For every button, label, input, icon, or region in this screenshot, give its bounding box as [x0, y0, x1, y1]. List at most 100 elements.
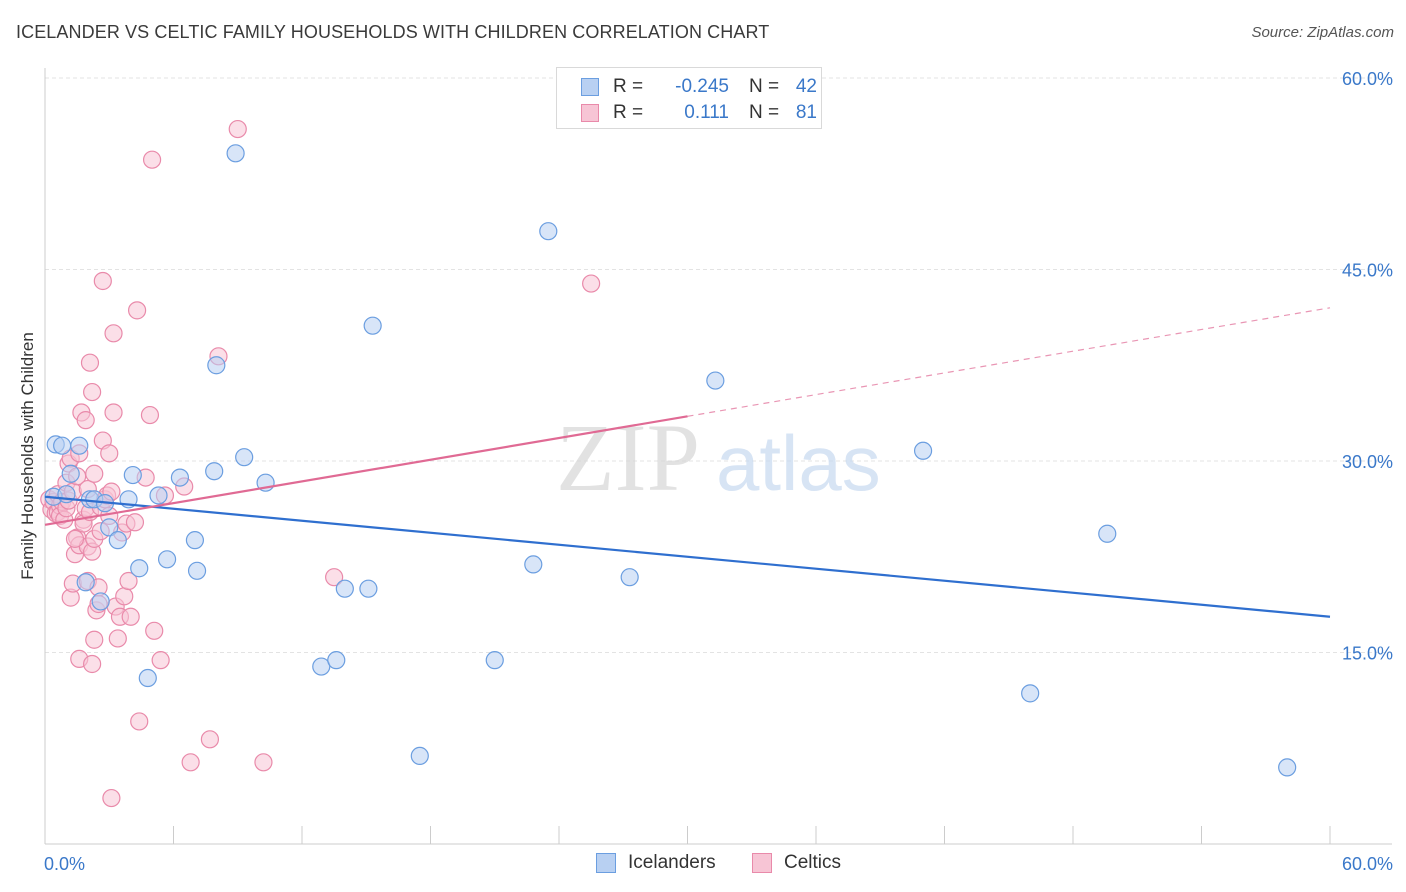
y-tick-label: 60.0% [1342, 69, 1393, 89]
data-point-icelanders [205, 462, 224, 481]
y-tick-label: 15.0% [1342, 644, 1393, 664]
data-point-icelanders [187, 561, 207, 580]
data-point-icelanders [1098, 524, 1117, 543]
data-point-celtics [181, 753, 200, 772]
source-credit: Source: ZipAtlas.com [1251, 24, 1394, 41]
data-point-icelanders [138, 668, 157, 688]
data-point-celtics [142, 150, 162, 169]
data-point-celtics [83, 382, 102, 402]
data-point-icelanders [539, 222, 558, 241]
data-point-celtics [151, 651, 170, 670]
data-point-celtics [200, 730, 220, 749]
grid-lines [45, 77, 1392, 653]
data-point-celtics [254, 753, 273, 772]
data-point-icelanders [123, 465, 142, 485]
data-point-celtics [83, 654, 102, 674]
trend-lines [44, 307, 1331, 618]
data-point-celtics [119, 571, 138, 591]
data-point-icelanders [61, 464, 80, 483]
data-point-icelanders [312, 657, 331, 676]
x-tick-labels: 0.0% 60.0% [44, 854, 1393, 874]
axes [44, 68, 1392, 845]
data-point-celtics [140, 405, 160, 425]
data-point-celtics [145, 621, 164, 640]
chart-title: ICELANDER VS CELTIC FAMILY HOUSEHOLDS WI… [16, 22, 770, 42]
series-legend: Icelanders Celtics [0, 852, 1406, 878]
legend-swatch-pink [752, 853, 772, 873]
data-point-icelanders [108, 531, 127, 550]
x-tick-label: 60.0% [1342, 854, 1393, 874]
data-point-icelanders [913, 441, 933, 460]
legend-swatch-blue [596, 853, 616, 873]
legend-item-icelanders[interactable]: Icelanders [596, 852, 716, 874]
data-point-celtics [65, 529, 85, 548]
data-point-celtics [115, 587, 134, 606]
trend-line-celtics [44, 415, 688, 526]
data-point-celtics [125, 513, 145, 532]
data-point-icelanders [235, 448, 254, 467]
legend-row-celtics: R = 0.111 N = 81 [581, 101, 817, 125]
data-point-icelanders [70, 436, 89, 455]
legend-label-celtics: Celtics [784, 852, 842, 873]
trend-line-icelanders [44, 495, 1331, 618]
data-point-icelanders [1278, 758, 1297, 777]
data-point-celtics [85, 464, 104, 483]
data-point-icelanders [91, 592, 110, 611]
stats-legend: R = -0.245 N = 42 R = 0.111 N = 81 [556, 67, 822, 129]
legend-swatch-pink [581, 104, 599, 122]
legend-r-label: R = [613, 102, 644, 123]
data-point-celtics [108, 629, 127, 648]
data-point-celtics [76, 411, 95, 430]
watermark-zip: ZIP [556, 404, 700, 511]
data-point-icelanders [620, 568, 639, 587]
series-celtics [40, 119, 601, 808]
data-point-icelanders [410, 746, 429, 766]
data-point-icelanders [76, 573, 95, 592]
data-point-icelanders [53, 436, 72, 455]
data-point-icelanders [170, 468, 190, 487]
legend-r-value: -0.245 [675, 76, 729, 97]
data-point-icelanders [1021, 684, 1040, 703]
data-point-icelanders [335, 579, 354, 598]
data-point-icelanders [100, 518, 119, 537]
data-point-icelanders [207, 356, 226, 375]
series-icelanders [44, 144, 1297, 777]
data-point-celtics [100, 444, 119, 463]
legend-r-value: 0.111 [684, 102, 729, 123]
legend-label-icelanders: Icelanders [628, 852, 716, 873]
data-point-celtics [104, 324, 123, 343]
data-point-celtics [80, 353, 100, 372]
data-point-celtics [127, 301, 147, 320]
data-point-icelanders [706, 371, 725, 390]
data-point-celtics [104, 403, 123, 422]
data-point-icelanders [130, 559, 149, 578]
data-point-celtics [228, 119, 247, 139]
data-point-icelanders [524, 555, 543, 574]
data-point-celtics [93, 271, 112, 291]
data-point-celtics [130, 712, 149, 731]
legend-n-label: N = [749, 76, 780, 97]
data-point-celtics [85, 630, 104, 649]
data-point-icelanders [363, 316, 382, 335]
legend-n-value: 81 [795, 102, 817, 123]
trend-line-celtics-extension [687, 307, 1331, 417]
x-tick-label: 0.0% [44, 854, 85, 874]
data-point-icelanders [485, 651, 504, 670]
legend-r-label: R = [613, 76, 644, 97]
legend-swatch-blue [581, 78, 599, 96]
legend-item-celtics[interactable]: Celtics [752, 852, 841, 874]
y-tick-labels: 15.0% 30.0% 45.0% 60.0% [1342, 69, 1393, 664]
data-point-celtics [121, 607, 140, 626]
data-point-celtics [325, 568, 344, 587]
data-point-celtics [102, 788, 121, 808]
watermark-atlas: atlas [716, 419, 881, 507]
y-tick-label: 30.0% [1342, 452, 1393, 472]
data-point-icelanders [157, 550, 177, 569]
watermark: ZIP atlas [556, 404, 881, 511]
data-point-icelanders [327, 651, 346, 670]
data-point-icelanders [185, 531, 205, 550]
legend-n-value: 42 [795, 76, 817, 97]
data-point-icelanders [359, 579, 378, 598]
legend-n-label: N = [749, 102, 780, 123]
